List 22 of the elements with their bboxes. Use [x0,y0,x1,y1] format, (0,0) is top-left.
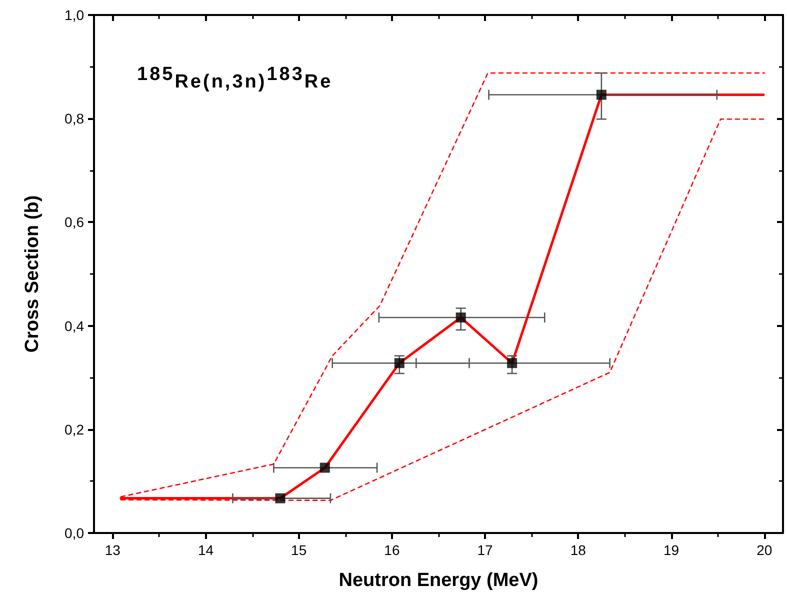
x-tick-label: 15 [291,542,307,558]
x-tick-label: 19 [663,542,680,558]
point [320,462,330,473]
x-tick-label: 16 [384,542,400,558]
x-tick-label: 13 [104,542,121,558]
point [456,312,466,323]
x-tick-label: 17 [477,542,494,558]
x-axis-title: Neutron Energy (MeV) [338,570,538,591]
point [507,358,518,368]
x-tick-label: 18 [570,542,586,558]
x-tick-label: 14 [198,542,214,558]
y-tick-label: 0,0 [64,525,84,541]
point [596,90,606,100]
y-tick-label: 0,2 [64,421,84,438]
y-tick-label: 0,6 [64,214,84,230]
x-tick-label: 20 [756,542,772,558]
point [394,358,404,368]
y-tick-label: 0,8 [64,110,84,127]
y-tick-label: 1,0 [64,7,84,23]
y-axis-title: Cross Section (b) [22,195,43,353]
point [275,493,286,504]
y-tick-label: 0,4 [64,318,84,334]
